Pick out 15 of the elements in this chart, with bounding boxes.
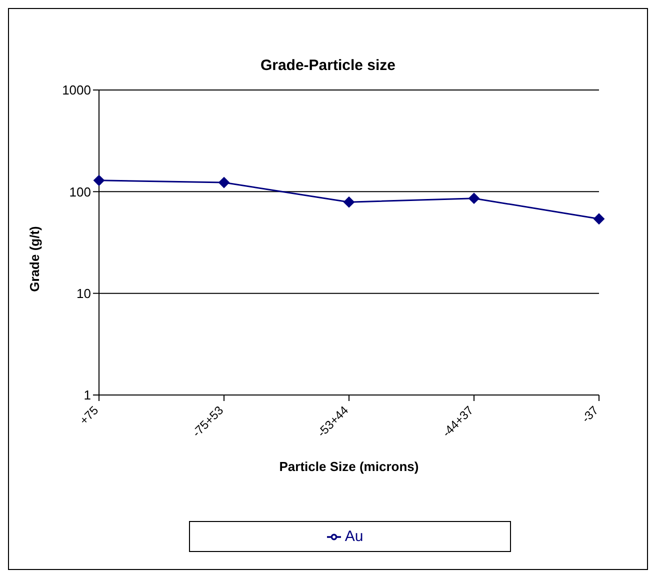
x-axis-title: Particle Size (microns) — [279, 459, 419, 474]
y-tick-label: 1000 — [62, 82, 91, 98]
x-tick-label: +75 — [76, 402, 102, 428]
y-axis-title: Grade (g/t) — [27, 226, 42, 292]
y-tick-label: 100 — [69, 184, 91, 200]
chart-title: Grade-Particle size — [259, 57, 397, 74]
y-tick-label: 1 — [84, 388, 91, 403]
point — [468, 192, 480, 204]
point — [594, 213, 604, 224]
point — [94, 174, 104, 186]
legend-label: Au — [344, 528, 364, 545]
y-tick-label: 10 — [76, 286, 91, 301]
point — [218, 177, 230, 188]
point — [344, 196, 354, 208]
x-tick-label: -37 — [578, 402, 602, 426]
